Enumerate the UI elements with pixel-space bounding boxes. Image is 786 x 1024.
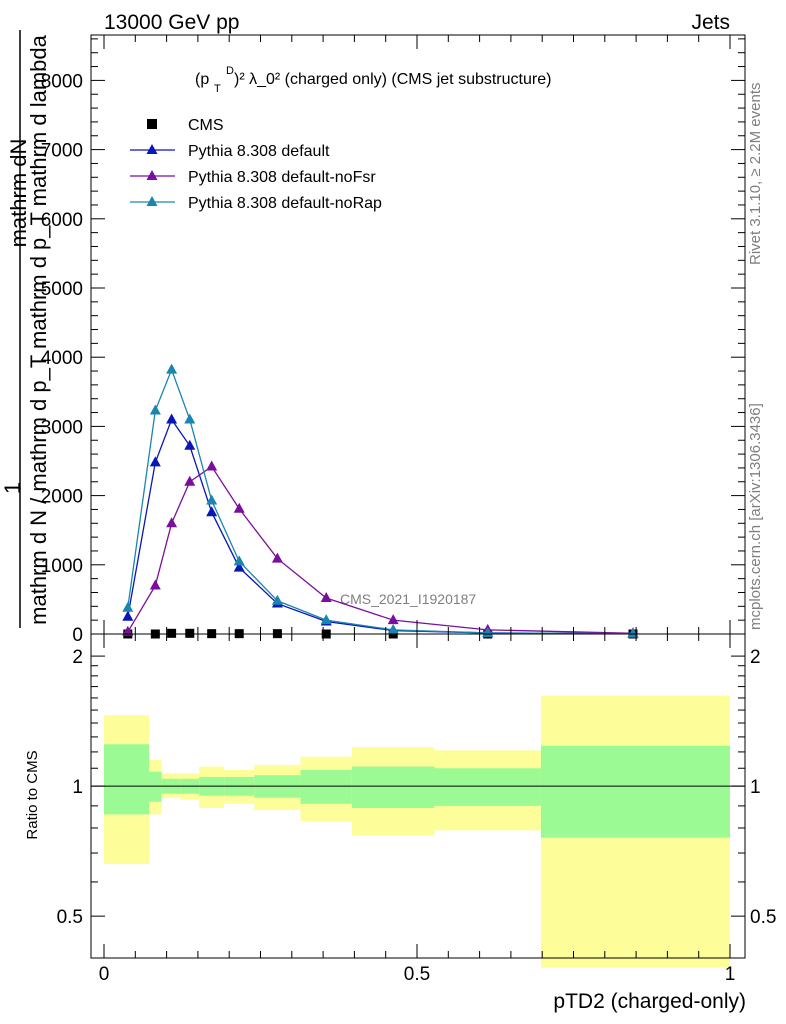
legend-label-0: CMS [188, 117, 224, 134]
legend-entry-1: Pythia 8.308 default [130, 143, 330, 160]
ratio-band-inner-7 [300, 769, 352, 804]
main-ytick-label-7: 7000 [41, 141, 83, 162]
ratio-ytick-label-0: 0.5 [57, 907, 83, 928]
ratio-ylabel: Ratio to CMS [24, 750, 41, 839]
legend-entry-3: Pythia 8.308 default-noRap [130, 195, 382, 212]
legend-label-3: Pythia 8.308 default-noRap [188, 195, 382, 212]
legend-marker-3 [146, 196, 158, 206]
axes: 0 1000 2000 3000 4000 5000 6000 7000 8000 0 0.5 1 0.… [41, 34, 776, 985]
legend-entry-0: CMS [147, 117, 224, 134]
series-2-point-6 [271, 552, 283, 563]
main-ytick-label-4: 4000 [41, 348, 83, 369]
series-3-point-8 [387, 623, 399, 634]
legend-marker-1 [146, 144, 158, 154]
series-3-point-7 [320, 614, 332, 625]
series-2-point-0 [122, 625, 134, 636]
series-2 [122, 460, 639, 638]
title-rest: )² λ_0² (charged only) (CMS jet substruc… [234, 71, 551, 88]
ratio-ytick-label-right-1: 1 [750, 777, 761, 798]
ratio-ytick-label-1: 1 [72, 777, 83, 798]
main-ylabel: mathrm dN 1 mathrm d N / mathrm d p_T ma… [0, 30, 51, 628]
ylabel-numerator: mathrm dN [6, 139, 31, 248]
main-ytick-label-1: 1000 [41, 556, 83, 577]
legend-marker-2 [146, 170, 158, 180]
header-right-label: Jets [691, 11, 730, 34]
legend: CMS Pythia 8.308 default Pythia 8.308 defa… [130, 117, 382, 212]
series-1-point-3 [184, 439, 196, 450]
rivet-version-label: Rivet 3.1.10, ≥ 2.2M events [747, 83, 764, 266]
series-3-point-0 [122, 601, 134, 612]
title-sub: T [214, 83, 221, 95]
series-2-point-3 [184, 475, 196, 486]
series-3-point-3 [184, 413, 196, 424]
series-3-point-5 [233, 555, 245, 566]
legend-entry-2: Pythia 8.308 default-noFsr [130, 169, 376, 186]
legend-label-1: Pythia 8.308 default [188, 143, 330, 160]
ratio-band-inner-9 [434, 768, 541, 806]
main-ytick-label-3: 3000 [41, 417, 83, 438]
ratio-band-inner-8 [351, 766, 435, 808]
ratio-xtick-label-0: 0 [99, 964, 110, 985]
ylabel-one: 1 [0, 482, 25, 494]
title-sup: D [226, 65, 234, 77]
cms-point-2 [167, 628, 177, 638]
series-1-point-0 [122, 610, 134, 621]
x-axis-label: pTD2 (charged-only) [553, 990, 746, 1013]
ratio-ytick-label-2: 2 [72, 647, 83, 668]
series-1-point-5 [233, 561, 245, 572]
mcplots-label: mcplots.cern.ch [arXiv:1306.3436] [747, 403, 764, 630]
legend-label-2: Pythia 8.308 default-noFsr [188, 169, 376, 186]
main-ytick-label-0: 0 [72, 625, 83, 646]
main-ytick-label-8: 8000 [41, 71, 83, 92]
series-line-2 [127, 465, 633, 634]
ratio-xtick-label-1: 0.5 [404, 964, 430, 985]
series-3-point-1 [149, 404, 161, 415]
series-3 [122, 363, 639, 638]
series-3-point-4 [206, 494, 218, 505]
series-1-point-2 [166, 413, 178, 424]
main-ytick-label-5: 5000 [41, 279, 83, 300]
main-ytick-label-6: 6000 [41, 210, 83, 231]
main-plot-title: (p D T )² λ_0² (charged only) (CMS jet s… [195, 65, 551, 95]
series-2-point-8 [387, 614, 399, 625]
cms-point-3 [185, 628, 195, 638]
header-left-label: 13000 GeV pp [104, 11, 239, 34]
main-ytick-label-2: 2000 [41, 487, 83, 508]
series-1-point-1 [149, 456, 161, 467]
ratio-band-inner-1 [149, 771, 162, 802]
ratio-bands [91, 695, 745, 968]
series-1-point-4 [206, 506, 218, 517]
ratio-ytick-label-right-0: 0.5 [750, 907, 776, 928]
ylabel-denominator: mathrm d N / mathrm d p_T mathrm d p_T m… [26, 34, 51, 624]
title-p: (p [195, 71, 209, 88]
legend-marker-0 [147, 119, 157, 129]
series-2-point-2 [166, 517, 178, 528]
series-3-point-6 [271, 594, 283, 605]
analysis-label: CMS_2021_I1920187 [340, 591, 476, 607]
ratio-plot-frame [90, 633, 746, 959]
series-2-point-5 [233, 502, 245, 513]
series-2-point-4 [206, 460, 218, 471]
ratio-xtick-label-2: 1 [725, 964, 736, 985]
ratio-ytick-label-right-2: 2 [750, 647, 761, 668]
ratio-band-inner-0 [104, 744, 150, 815]
series-2-point-7 [320, 592, 332, 603]
series-2-point-1 [149, 579, 161, 590]
ratio-band-inner-10 [540, 745, 730, 838]
series-3-point-2 [166, 363, 178, 374]
